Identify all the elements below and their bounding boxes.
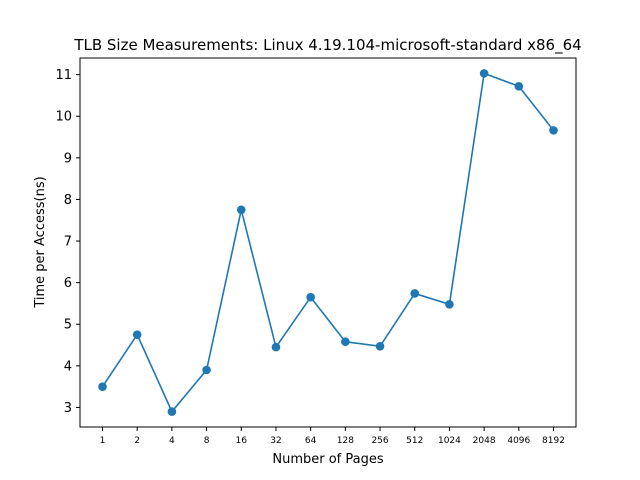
- y-tick-label: 6: [64, 276, 72, 291]
- y-tick-label: 10: [55, 110, 72, 125]
- x-axis-label: Number of Pages: [272, 452, 383, 467]
- data-point: [341, 337, 350, 347]
- x-tick-label: 2: [134, 436, 140, 446]
- data-point: [271, 342, 281, 352]
- data-point: [410, 289, 420, 298]
- y-axis-label: Time per Access(ns): [33, 176, 48, 308]
- y-tick-label: 3: [64, 401, 72, 416]
- y-tick-label: 7: [64, 235, 72, 250]
- data-point: [514, 81, 524, 91]
- chart-title: TLB Size Measurements: Linux 4.19.104-mi…: [73, 36, 581, 55]
- x-tick-label: 128: [337, 436, 354, 446]
- series-line: [101, 72, 555, 414]
- y-tick-label: 5: [64, 318, 72, 333]
- y-tick-label: 11: [55, 68, 72, 83]
- data-point: [479, 69, 489, 78]
- x-tick-label: 2048: [473, 436, 496, 446]
- x-tick-label: 512: [406, 436, 423, 446]
- x-axis: 1 2 4 8 16 32 64 128 256 512 1024 2048 4096 8192: [100, 427, 565, 446]
- y-tick-label: 8: [64, 193, 72, 208]
- x-tick-label: 256: [371, 436, 388, 446]
- data-point: [132, 330, 142, 339]
- x-tick-label: 32: [270, 436, 281, 446]
- y-tick-label: 9: [64, 151, 72, 166]
- plot-frame: [79, 57, 577, 428]
- data-point: [375, 341, 385, 351]
- y-tick-label: 4: [64, 359, 72, 374]
- x-tick-label: 4: [169, 436, 175, 446]
- data-point: [549, 126, 558, 135]
- data-point: [236, 205, 246, 215]
- data-point: [306, 292, 315, 302]
- data-point: [98, 382, 107, 391]
- data-point: [445, 299, 454, 309]
- data-point: [202, 365, 211, 375]
- x-tick-label: 1024: [438, 436, 461, 446]
- x-tick-label: 1: [100, 436, 106, 446]
- x-tick-label: 8192: [542, 436, 565, 446]
- data-points: [98, 69, 558, 416]
- data-point: [167, 407, 177, 416]
- x-tick-label: 4096: [507, 436, 530, 446]
- y-axis: 3 4 5 6 7 8 9 10 11: [55, 68, 80, 416]
- x-tick-label: 16: [236, 436, 248, 446]
- x-tick-label: 64: [305, 436, 317, 446]
- x-tick-label: 8: [204, 436, 210, 446]
